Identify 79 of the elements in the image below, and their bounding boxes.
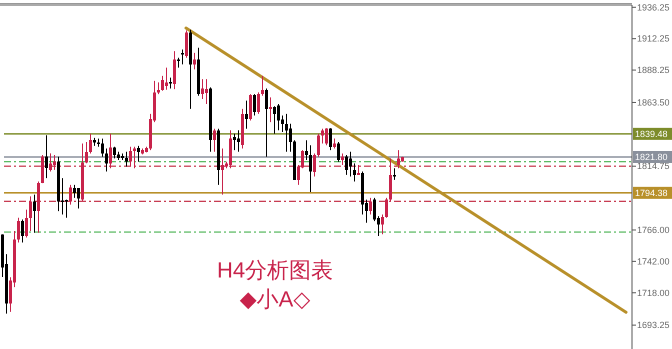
y-tick-label: 1693.25 (637, 320, 670, 330)
candlestick (193, 52, 196, 70)
candlestick (21, 219, 24, 244)
candlestick (349, 151, 352, 177)
candlestick (341, 152, 344, 166)
ref-line-label: 1821.80 (635, 152, 668, 162)
candlestick (169, 77, 172, 89)
candlestick (233, 133, 236, 151)
candlestick (69, 184, 72, 206)
candlestick (317, 133, 320, 158)
candlestick (313, 152, 316, 177)
candlestick (165, 67, 168, 90)
candlestick (65, 199, 68, 218)
candlestick (17, 217, 20, 244)
candlestick (25, 209, 28, 238)
candlestick (29, 196, 32, 232)
candlestick (181, 48, 184, 65)
candlestick (77, 188, 80, 210)
candlestick (381, 214, 384, 235)
candlestick (157, 82, 160, 95)
candlestick (325, 128, 328, 146)
candlestick (337, 141, 340, 162)
candlestick (73, 184, 76, 198)
candlestick (205, 78, 208, 105)
candlestick (265, 88, 268, 158)
candlestick (333, 138, 336, 149)
candlestick (109, 133, 112, 169)
candlestick (273, 106, 276, 134)
y-tick-label: 1742.00 (637, 256, 670, 266)
candlestick (113, 146, 116, 159)
candlestick (321, 128, 324, 144)
candlestick (393, 168, 396, 180)
annotation: ◆小A◇ (240, 286, 310, 312)
candlestick (305, 140, 308, 160)
candlestick (221, 148, 224, 196)
candlestick (285, 113, 288, 152)
candlestick (129, 146, 132, 168)
candlestick (253, 94, 256, 116)
candlestick (345, 154, 348, 176)
candlestick (329, 128, 332, 151)
candlestick (89, 133, 92, 154)
candlestick (269, 96, 272, 123)
ref-line-label: 1794.38 (635, 188, 668, 198)
candlestick (53, 154, 56, 170)
annotation: H4分析图表 (216, 258, 334, 282)
candlestick (137, 145, 140, 162)
candlestick (101, 138, 104, 158)
candlestick (245, 100, 248, 130)
candlestick (385, 197, 388, 218)
candlestick (353, 162, 356, 182)
candlestick (105, 148, 108, 172)
y-tick-label: 1936.25 (637, 2, 670, 12)
candlestick (373, 197, 376, 222)
candlestick (201, 78, 204, 100)
candlestick (177, 57, 180, 68)
candlestick (213, 128, 216, 152)
y-tick-label: 1718.00 (637, 288, 670, 298)
y-tick-label: 1766.00 (637, 224, 670, 235)
candlestick (237, 130, 240, 152)
candlestick (369, 197, 372, 216)
candlestick (161, 75, 164, 92)
candlestick (45, 134, 48, 179)
candlestick (397, 150, 400, 169)
candlestick (277, 104, 280, 131)
candlestick (309, 144, 312, 193)
y-tick-label: 1912.25 (637, 34, 670, 44)
candlestick (357, 164, 360, 176)
y-tick-label: 1814.75 (637, 161, 670, 172)
ref-line-label: 1839.48 (635, 128, 668, 139)
candlestick (257, 92, 260, 114)
y-tick-label: 1888.25 (637, 65, 670, 76)
candlestick (185, 30, 188, 58)
y-tick-label: 1863.50 (637, 97, 670, 108)
candlestick (49, 152, 52, 172)
candlestick (261, 75, 264, 96)
candlestick (249, 94, 252, 121)
candlestick (33, 194, 36, 234)
candlestick (133, 146, 136, 169)
candlestick (85, 141, 88, 164)
